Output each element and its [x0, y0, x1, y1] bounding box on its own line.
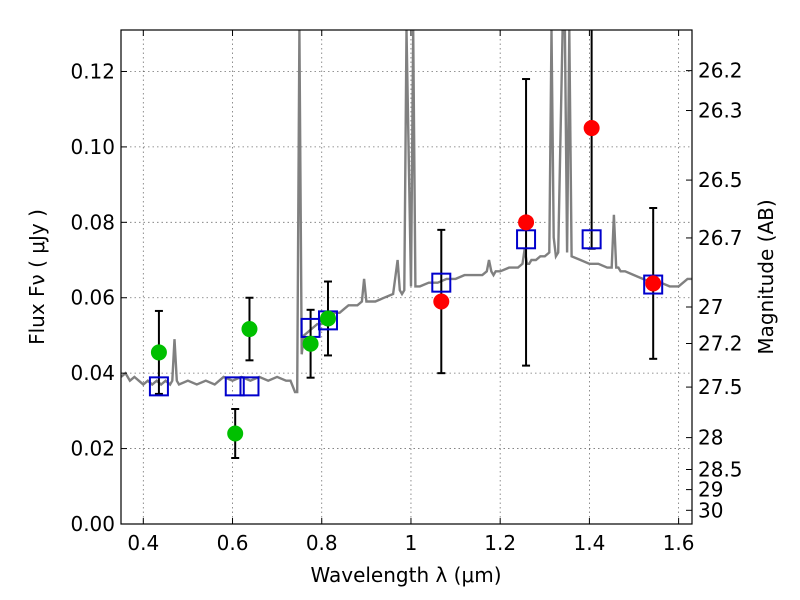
mag-tick-label: 29: [698, 478, 723, 502]
mag-tick-label: 26.7: [698, 226, 743, 250]
x-tick-label: 1.6: [663, 531, 695, 555]
model-photometry-square: [224, 376, 245, 397]
x-tick-label: 1.4: [573, 531, 605, 555]
y-tick-label: 0.00: [70, 512, 115, 536]
y-tick-label: 0.04: [70, 361, 115, 385]
sed-line: [121, 30, 692, 394]
mag-tick-label: 26.5: [698, 168, 743, 192]
nir-data-point: [518, 214, 535, 231]
y-axis-label: Flux Fν ( μJy ): [25, 209, 49, 345]
optical-data-point: [150, 344, 167, 361]
sed-curve: [121, 30, 692, 394]
mag-tick-label: 27.5: [698, 375, 743, 399]
optical-data-point: [319, 310, 336, 327]
y-axis-right-label: Magnitude (AB): [754, 199, 778, 354]
x-axis-label: Wavelength λ (μm): [310, 563, 501, 587]
plot-frame: [120, 29, 693, 525]
mag-tick-label: 27: [698, 295, 723, 319]
x-tick-label: 1.2: [484, 531, 516, 555]
y-tick-label: 0.06: [70, 286, 115, 310]
ticks: 0.4 0.6 0.8 1 1.2 1.4 1.6 0.00 0.02 0.04 0.06 0.08 0…: [70, 30, 743, 555]
y-tick-label: 0.12: [70, 59, 115, 83]
model-photometry-square: [239, 376, 260, 397]
nir-data-point: [645, 275, 662, 292]
model-photometry-square: [431, 272, 452, 293]
nir-data-point: [433, 293, 450, 310]
nir-data-point: [583, 120, 600, 137]
model-photometry-square: [581, 229, 602, 250]
model-photometry-square: [148, 376, 169, 397]
x-tick-label: 1: [405, 531, 418, 555]
x-tick-label: 0.8: [306, 531, 338, 555]
mag-tick-label: 30: [698, 498, 723, 522]
mag-tick-label: 28: [698, 426, 723, 450]
markers: [148, 120, 664, 442]
y-tick-label: 0.08: [70, 210, 115, 234]
mag-tick-label: 26.3: [698, 99, 743, 123]
y-tick-label: 0.10: [70, 135, 115, 159]
y-tick-label: 0.02: [70, 437, 115, 461]
x-tick-label: 0.6: [217, 531, 249, 555]
mag-tick-label: 28.5: [698, 457, 743, 481]
mag-tick-label: 26.2: [698, 59, 743, 83]
optical-data-point: [227, 425, 244, 442]
optical-data-point: [302, 335, 319, 352]
mag-tick-label: 27.2: [698, 332, 743, 356]
x-tick-label: 0.4: [127, 531, 159, 555]
optical-data-point: [241, 321, 258, 338]
